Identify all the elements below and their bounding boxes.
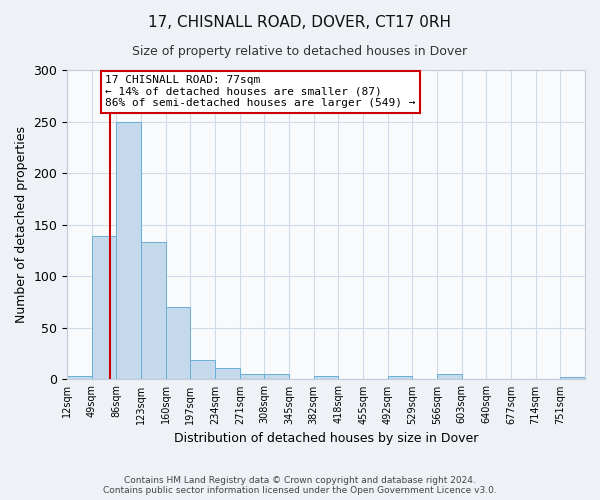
Bar: [388, 376, 412, 380]
Text: 17 CHISNALL ROAD: 77sqm
← 14% of detached houses are smaller (87)
86% of semi-de: 17 CHISNALL ROAD: 77sqm ← 14% of detache…: [106, 75, 416, 108]
Bar: [116, 122, 141, 380]
Text: Size of property relative to detached houses in Dover: Size of property relative to detached ho…: [133, 45, 467, 58]
Bar: [141, 242, 166, 380]
X-axis label: Distribution of detached houses by size in Dover: Distribution of detached houses by size …: [174, 432, 478, 445]
Bar: [190, 360, 215, 380]
Bar: [240, 374, 265, 380]
Bar: [314, 376, 338, 380]
Bar: [560, 378, 585, 380]
Text: 17, CHISNALL ROAD, DOVER, CT17 0RH: 17, CHISNALL ROAD, DOVER, CT17 0RH: [149, 15, 452, 30]
Text: Contains HM Land Registry data © Crown copyright and database right 2024.
Contai: Contains HM Land Registry data © Crown c…: [103, 476, 497, 495]
Bar: [215, 368, 240, 380]
Y-axis label: Number of detached properties: Number of detached properties: [15, 126, 28, 323]
Bar: [265, 374, 289, 380]
Bar: [166, 307, 190, 380]
Bar: [437, 374, 462, 380]
Bar: [67, 376, 92, 380]
Bar: [92, 236, 116, 380]
